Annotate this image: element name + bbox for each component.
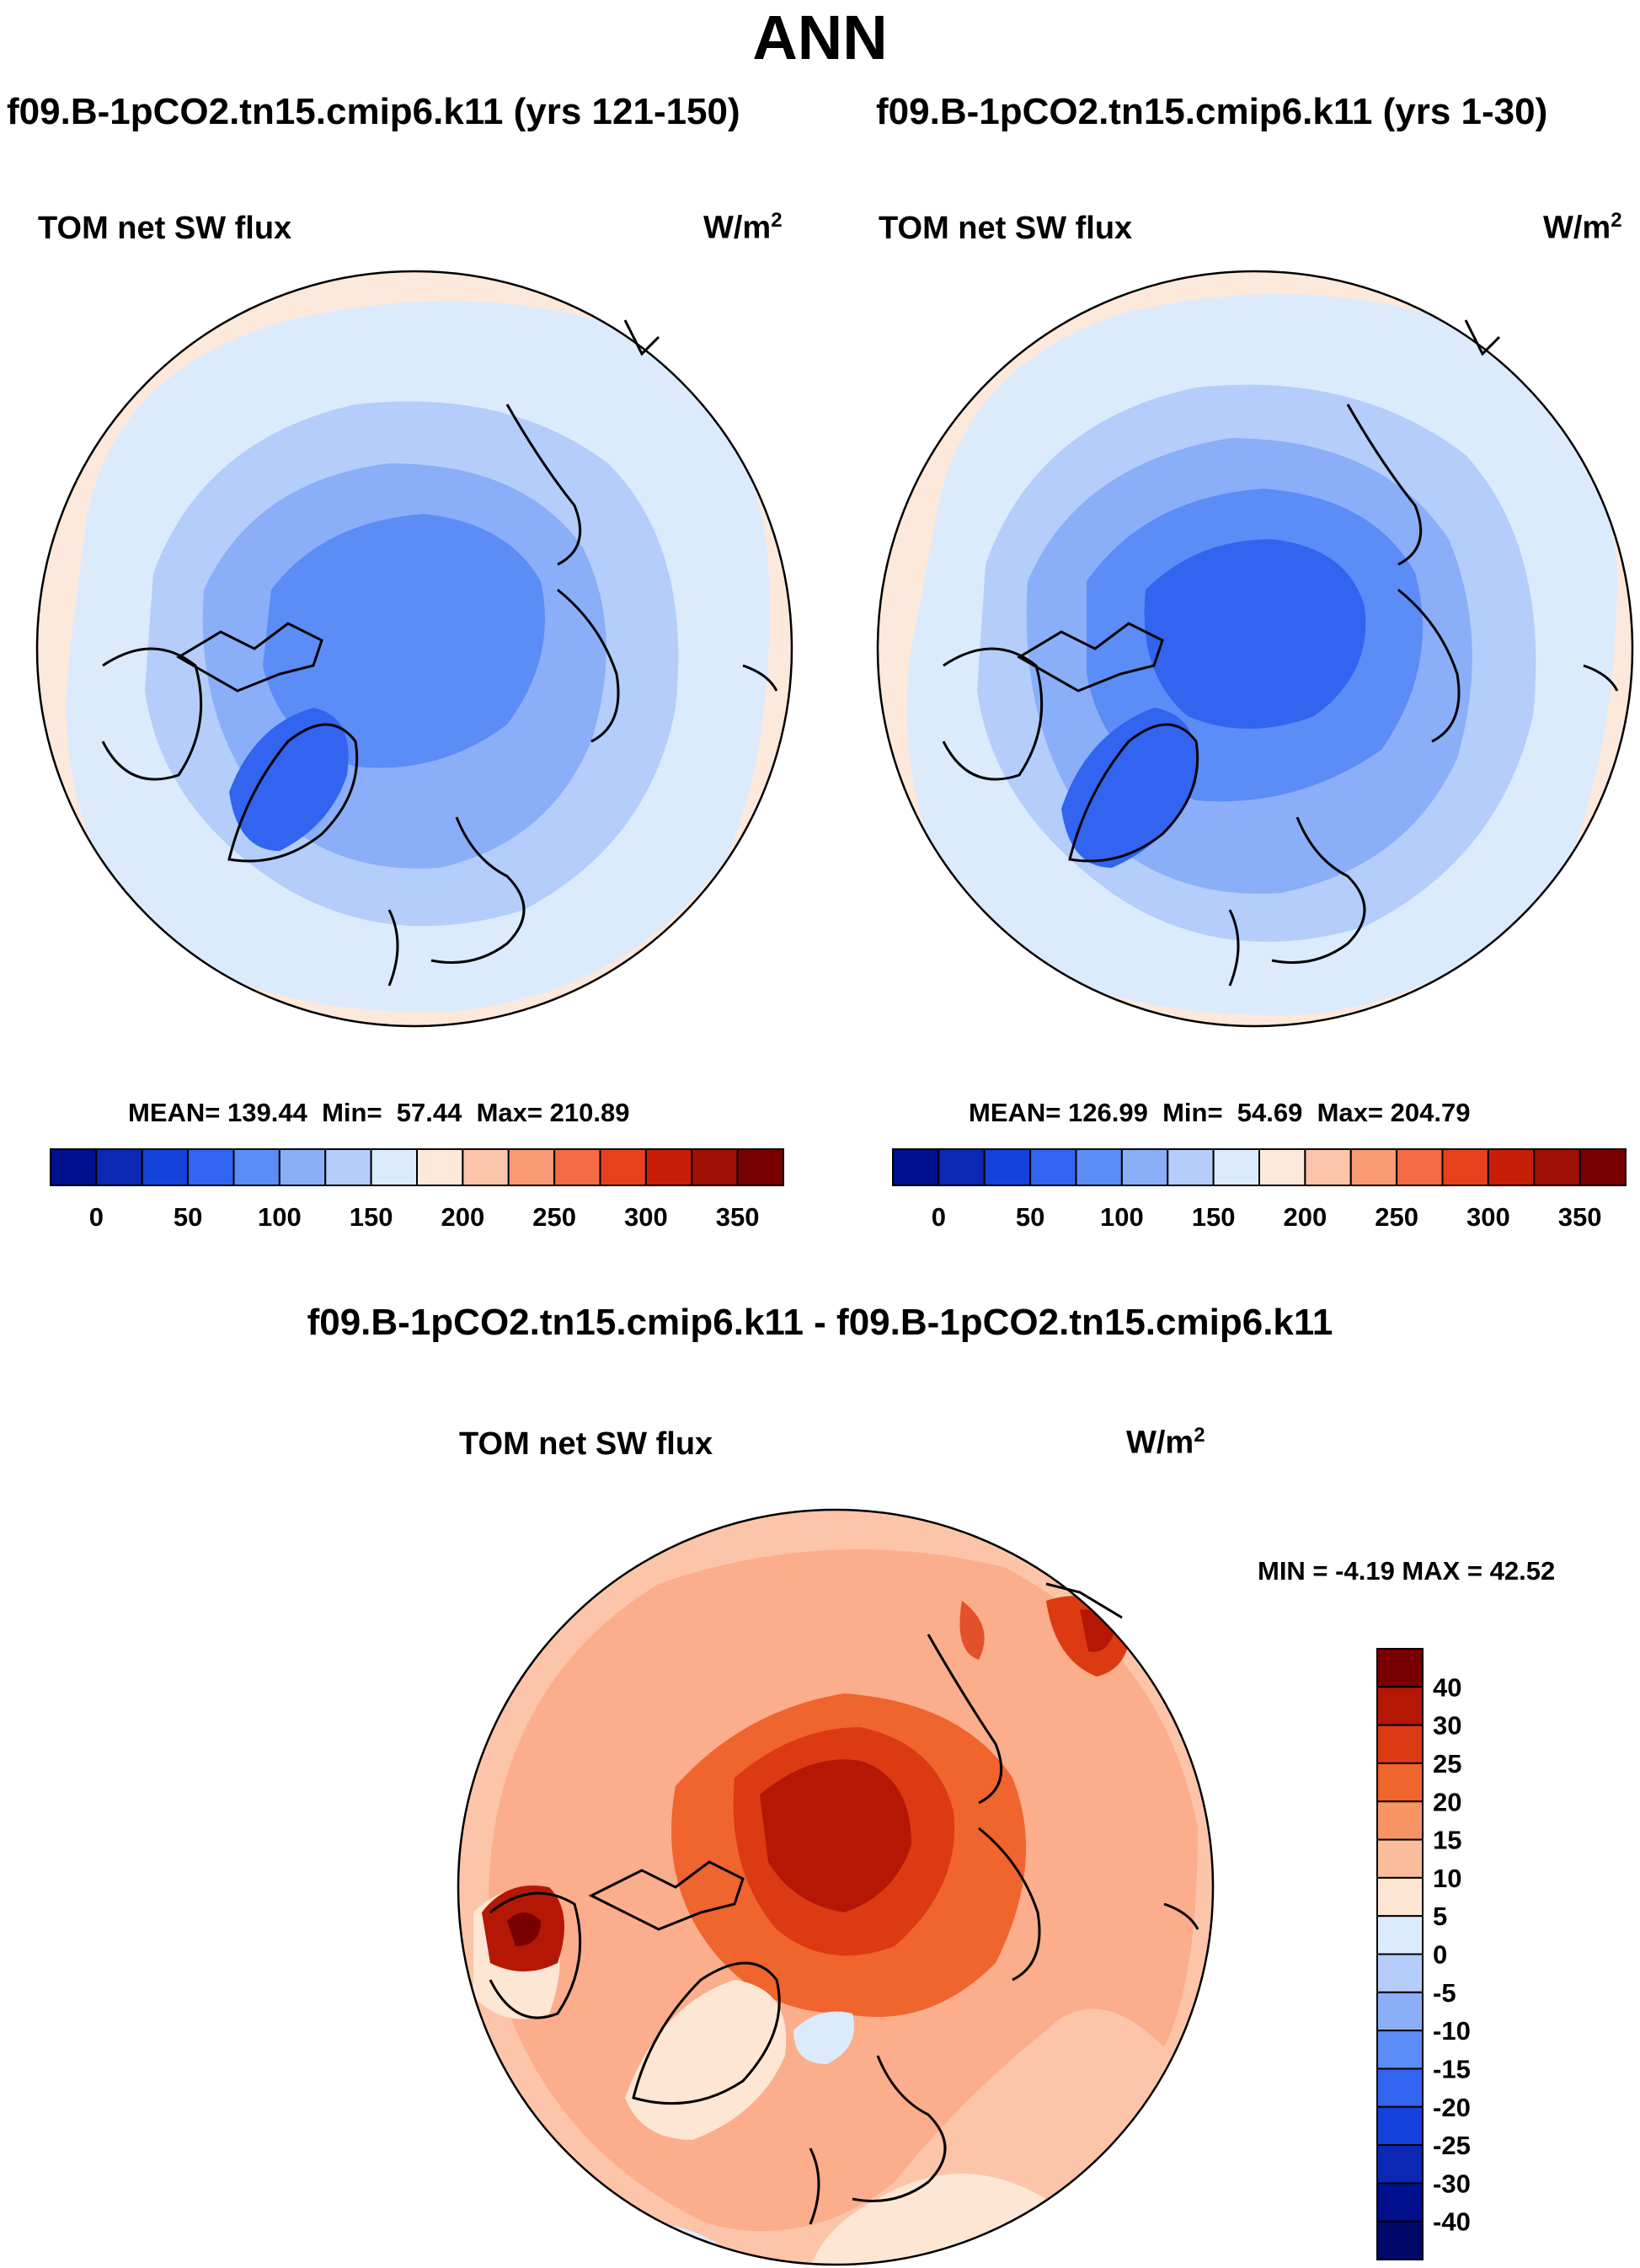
panel1-colorbar: 0 50 100 150 200 250 300 350 xyxy=(50,1148,784,1232)
panel2-colorbar-tick-label: 200 xyxy=(1284,1202,1327,1232)
difference-colorbar-tick-label: -5 xyxy=(1433,1978,1456,2008)
panel2-colorbar-swatch-15 xyxy=(1579,1148,1627,1186)
panel1-colorbar-tick-label: 200 xyxy=(441,1202,485,1232)
panel2-colorbar-tick-label: 150 xyxy=(1192,1202,1236,1232)
panel2-colorbar-tick-label: 0 xyxy=(932,1202,946,1232)
difference-colorbar-swatch-13 xyxy=(1376,2144,1424,2185)
panel2-colorbar-tick-label: 300 xyxy=(1466,1202,1510,1232)
difference-colorbar-tick-label: -40 xyxy=(1433,2207,1471,2237)
difference-colorbar-swatch-2 xyxy=(1376,1724,1424,1764)
panel1-colorbar-swatch-5 xyxy=(278,1148,327,1186)
difference-colorbar-swatch-14 xyxy=(1376,2182,1424,2223)
difference-colorbar-tick-label: 15 xyxy=(1433,1826,1461,1855)
panel1-colorbar-swatch-8 xyxy=(416,1148,464,1186)
panel1-map xyxy=(35,270,793,1028)
panel1-colorbar-swatch-9 xyxy=(462,1148,510,1186)
panel1-colorbar-swatch-0 xyxy=(50,1148,98,1186)
panel1-colorbar-swatch-2 xyxy=(141,1148,190,1186)
panel1-colorbar-tick-label: 0 xyxy=(89,1202,104,1232)
panel2-colorbar-swatch-14 xyxy=(1533,1148,1581,1186)
panel1-colorbar-swatch-10 xyxy=(507,1148,556,1186)
difference-colorbar-swatch-12 xyxy=(1376,2105,1424,2147)
panel2-colorbar: 0 50 100 150 200 250 300 350 xyxy=(892,1148,1627,1232)
panel1-colorbar-swatch-12 xyxy=(599,1148,647,1186)
panel2-colorbar-tick-label: 100 xyxy=(1100,1202,1144,1232)
difference-minmax: MIN = -4.19 MAX = 42.52 xyxy=(1258,1556,1556,1586)
difference-colorbar-tick-label: 20 xyxy=(1433,1787,1461,1816)
panel1-colorbar-tick-label: 300 xyxy=(624,1202,668,1232)
difference-colorbar-swatch-7 xyxy=(1376,1915,1424,1955)
panel2-variable-title: TOM net SW flux xyxy=(879,211,1133,246)
difference-colorbar-swatch-6 xyxy=(1376,1876,1424,1918)
panel2-colorbar-swatch-1 xyxy=(938,1148,986,1186)
panel1-colorbar-swatch-11 xyxy=(553,1148,601,1186)
difference-colorbar-tick-label: 5 xyxy=(1433,1902,1447,1931)
difference-colorbar-tick-label: -10 xyxy=(1433,2016,1471,2046)
difference-colorbar-swatch-4 xyxy=(1376,1800,1424,1841)
difference-colorbar-tick-label: 10 xyxy=(1433,1864,1461,1893)
difference-colorbar-swatch-8 xyxy=(1376,1953,1424,1993)
difference-colorbar-tick-label: 30 xyxy=(1433,1711,1461,1741)
difference-colorbar-tick-label: 40 xyxy=(1433,1672,1461,1702)
panel2-colorbar-swatch-3 xyxy=(1029,1148,1077,1186)
panel2-colorbar-tick-label: 350 xyxy=(1558,1202,1602,1232)
panel1-colorbar-swatch-3 xyxy=(187,1148,235,1186)
panel2-map xyxy=(876,270,1634,1028)
panel2-colorbar-tick-label: 250 xyxy=(1375,1202,1418,1232)
panel1-colorbar-swatch-15 xyxy=(736,1148,784,1186)
panel1-colorbar-tick-label: 150 xyxy=(350,1202,393,1232)
panel2-colorbar-swatch-9 xyxy=(1304,1148,1352,1186)
panel1-colorbar-tick-label: 350 xyxy=(716,1202,760,1232)
panel2-colorbar-swatch-8 xyxy=(1258,1148,1306,1186)
panel2-colorbar-swatch-13 xyxy=(1487,1148,1536,1186)
difference-colorbar-swatch-1 xyxy=(1376,1686,1424,1726)
difference-colorbar-tick-label: -15 xyxy=(1433,2054,1471,2083)
panel1-colorbar-tick-label: 100 xyxy=(258,1202,302,1232)
difference-units: W/m2 xyxy=(1126,1424,1205,1461)
panel1-colorbar-swatch-7 xyxy=(370,1148,418,1186)
panel2-colorbar-swatch-5 xyxy=(1120,1148,1169,1186)
panel2-colorbar-swatch-11 xyxy=(1396,1148,1444,1186)
difference-colorbar-tick-label: -30 xyxy=(1433,2169,1471,2198)
figure-title: ANN xyxy=(752,3,888,72)
panel2-units: W/m2 xyxy=(1543,209,1622,246)
difference-colorbar-tick-label: -20 xyxy=(1433,2093,1471,2122)
panel2-colorbar-swatch-10 xyxy=(1349,1148,1398,1186)
difference-colorbar-swatch-9 xyxy=(1376,1991,1424,2032)
panel2-stats: MEAN= 126.99 Min= 54.69 Max= 204.79 xyxy=(969,1098,1471,1127)
panel1-stats: MEAN= 139.44 Min= 57.44 Max= 210.89 xyxy=(128,1098,630,1127)
panel1-colorbar-swatch-1 xyxy=(95,1148,143,1186)
difference-colorbar: 40 30 25 20 15 10 5 0 -5 -10 -15 -20 -25 -30 -40 xyxy=(1376,1648,1471,2260)
panel2-colorbar-swatch-0 xyxy=(892,1148,940,1186)
panel2-colorbar-swatch-12 xyxy=(1441,1148,1489,1186)
panel1-colorbar-swatch-14 xyxy=(691,1148,739,1186)
difference-colorbar-tick-label: 25 xyxy=(1433,1749,1461,1779)
panel1-colorbar-tick-label: 250 xyxy=(532,1202,576,1232)
difference-colorbar-swatch-0 xyxy=(1376,1648,1424,1688)
difference-colorbar-tick-label: 0 xyxy=(1433,1940,1447,1970)
panel1-colorbar-swatch-13 xyxy=(644,1148,693,1186)
panel2-case-title: f09.B-1pCO2.tn15.cmip6.k11 (yrs 1-30) xyxy=(876,91,1548,132)
panel2-colorbar-swatch-4 xyxy=(1075,1148,1123,1186)
panel1-colorbar-swatch-4 xyxy=(232,1148,280,1186)
panel2-colorbar-swatch-6 xyxy=(1167,1148,1215,1186)
panel1-colorbar-tick-label: 50 xyxy=(174,1202,202,1232)
difference-title: f09.B-1pCO2.tn15.cmip6.k11 - f09.B-1pCO2… xyxy=(307,1302,1333,1343)
panel1-units: W/m2 xyxy=(703,209,783,246)
panel2-colorbar-swatch-2 xyxy=(983,1148,1032,1186)
panel2-colorbar-swatch-7 xyxy=(1212,1148,1260,1186)
panel2-colorbar-tick-label: 50 xyxy=(1016,1202,1044,1232)
difference-colorbar-swatch-5 xyxy=(1376,1838,1424,1879)
difference-variable-title: TOM net SW flux xyxy=(459,1426,713,1462)
difference-colorbar-swatch-10 xyxy=(1376,2030,1424,2070)
panel1-colorbar-swatch-6 xyxy=(324,1148,372,1186)
difference-colorbar-swatch-11 xyxy=(1376,2067,1424,2108)
panel1-case-title: f09.B-1pCO2.tn15.cmip6.k11 (yrs 121-150) xyxy=(7,91,740,132)
difference-colorbar-swatch-15 xyxy=(1376,2220,1424,2260)
difference-colorbar-tick-label: -25 xyxy=(1433,2131,1471,2160)
difference-colorbar-swatch-3 xyxy=(1376,1762,1424,1803)
difference-map xyxy=(457,1508,1215,2266)
panel1-variable-title: TOM net SW flux xyxy=(38,211,292,246)
